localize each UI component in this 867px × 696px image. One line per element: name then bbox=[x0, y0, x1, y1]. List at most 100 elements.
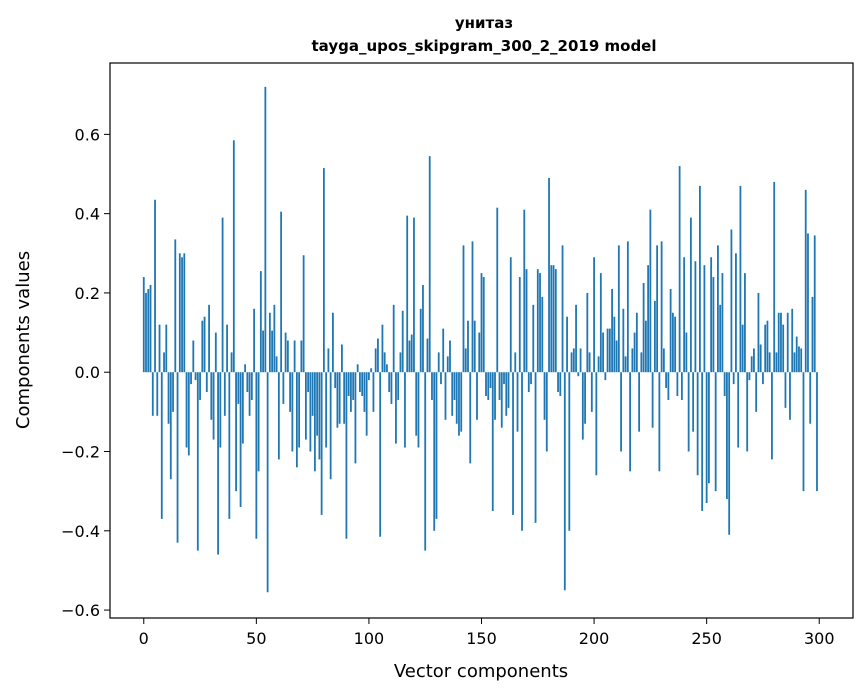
bar bbox=[620, 372, 622, 452]
bar bbox=[811, 296, 814, 373]
bar bbox=[304, 372, 307, 440]
bar bbox=[498, 372, 501, 400]
bar bbox=[491, 372, 494, 511]
bar bbox=[336, 372, 339, 428]
bar bbox=[791, 308, 794, 373]
bar bbox=[590, 372, 593, 412]
bar bbox=[413, 217, 415, 373]
bar bbox=[302, 255, 305, 373]
bar bbox=[277, 372, 280, 460]
bar bbox=[379, 372, 382, 537]
bar bbox=[687, 372, 690, 452]
bar bbox=[334, 372, 337, 389]
bar bbox=[181, 257, 183, 373]
bar bbox=[613, 316, 616, 373]
bar bbox=[246, 372, 249, 393]
bar bbox=[773, 181, 776, 373]
bar bbox=[626, 241, 629, 373]
y-tick-label: 0.2 bbox=[75, 284, 100, 303]
bar bbox=[784, 372, 787, 408]
bar bbox=[253, 308, 255, 373]
bar bbox=[500, 372, 503, 428]
bar bbox=[532, 304, 535, 373]
bar bbox=[741, 324, 744, 373]
bar bbox=[300, 340, 303, 373]
bar bbox=[332, 312, 334, 373]
bar bbox=[370, 368, 373, 373]
bar bbox=[683, 257, 686, 373]
bar bbox=[795, 336, 798, 373]
bar bbox=[541, 296, 544, 373]
bar bbox=[187, 372, 190, 456]
bar bbox=[539, 273, 541, 373]
y-axis-label: Components values bbox=[13, 251, 34, 429]
bar bbox=[372, 372, 375, 412]
bar bbox=[158, 324, 161, 373]
bar bbox=[451, 372, 454, 416]
bar bbox=[264, 86, 267, 373]
bar bbox=[257, 372, 260, 472]
bar bbox=[192, 340, 195, 373]
bar bbox=[464, 348, 467, 373]
bar bbox=[350, 372, 352, 412]
bar bbox=[496, 207, 499, 373]
bar bbox=[241, 372, 244, 444]
bar bbox=[250, 372, 253, 400]
bar bbox=[757, 292, 760, 373]
bar bbox=[507, 372, 510, 408]
x-tick-label: 200 bbox=[579, 629, 610, 648]
bar bbox=[710, 257, 713, 373]
bar bbox=[633, 332, 636, 373]
bar bbox=[728, 372, 731, 535]
bar bbox=[154, 199, 156, 373]
bar bbox=[604, 372, 607, 381]
bar bbox=[595, 372, 598, 476]
bar bbox=[174, 239, 177, 373]
bar bbox=[705, 372, 708, 504]
bar bbox=[368, 372, 370, 381]
bar bbox=[172, 372, 174, 412]
bar bbox=[649, 209, 652, 373]
bar bbox=[714, 372, 717, 492]
bar bbox=[548, 177, 550, 373]
bar bbox=[694, 261, 697, 373]
bar bbox=[449, 340, 451, 373]
bar bbox=[212, 372, 215, 440]
bar bbox=[453, 372, 456, 400]
bar bbox=[494, 372, 496, 420]
bar bbox=[262, 330, 264, 373]
bar bbox=[730, 229, 733, 373]
bar bbox=[726, 372, 728, 500]
bar bbox=[658, 372, 661, 472]
bar bbox=[647, 265, 650, 373]
bar bbox=[248, 372, 251, 416]
plot-frame bbox=[109, 62, 854, 619]
bar bbox=[208, 304, 210, 373]
bar bbox=[782, 324, 785, 373]
bar bbox=[354, 372, 357, 464]
bar bbox=[678, 166, 681, 373]
bar bbox=[748, 372, 751, 381]
bar bbox=[363, 372, 366, 412]
bar bbox=[165, 324, 168, 373]
bar bbox=[599, 273, 602, 373]
bar bbox=[381, 324, 384, 373]
bar bbox=[624, 356, 627, 373]
bar bbox=[577, 372, 580, 377]
bar bbox=[286, 340, 289, 373]
bar bbox=[775, 352, 778, 373]
bar bbox=[347, 372, 350, 396]
bar bbox=[642, 283, 645, 373]
bar bbox=[685, 332, 688, 373]
bar bbox=[527, 372, 530, 393]
bar bbox=[343, 372, 346, 424]
bar bbox=[699, 185, 701, 373]
bar bbox=[816, 372, 818, 492]
bar bbox=[388, 372, 391, 393]
bar bbox=[289, 372, 292, 412]
bar bbox=[320, 372, 323, 515]
bar bbox=[142, 277, 145, 373]
bar bbox=[471, 241, 474, 373]
bar bbox=[768, 352, 771, 373]
